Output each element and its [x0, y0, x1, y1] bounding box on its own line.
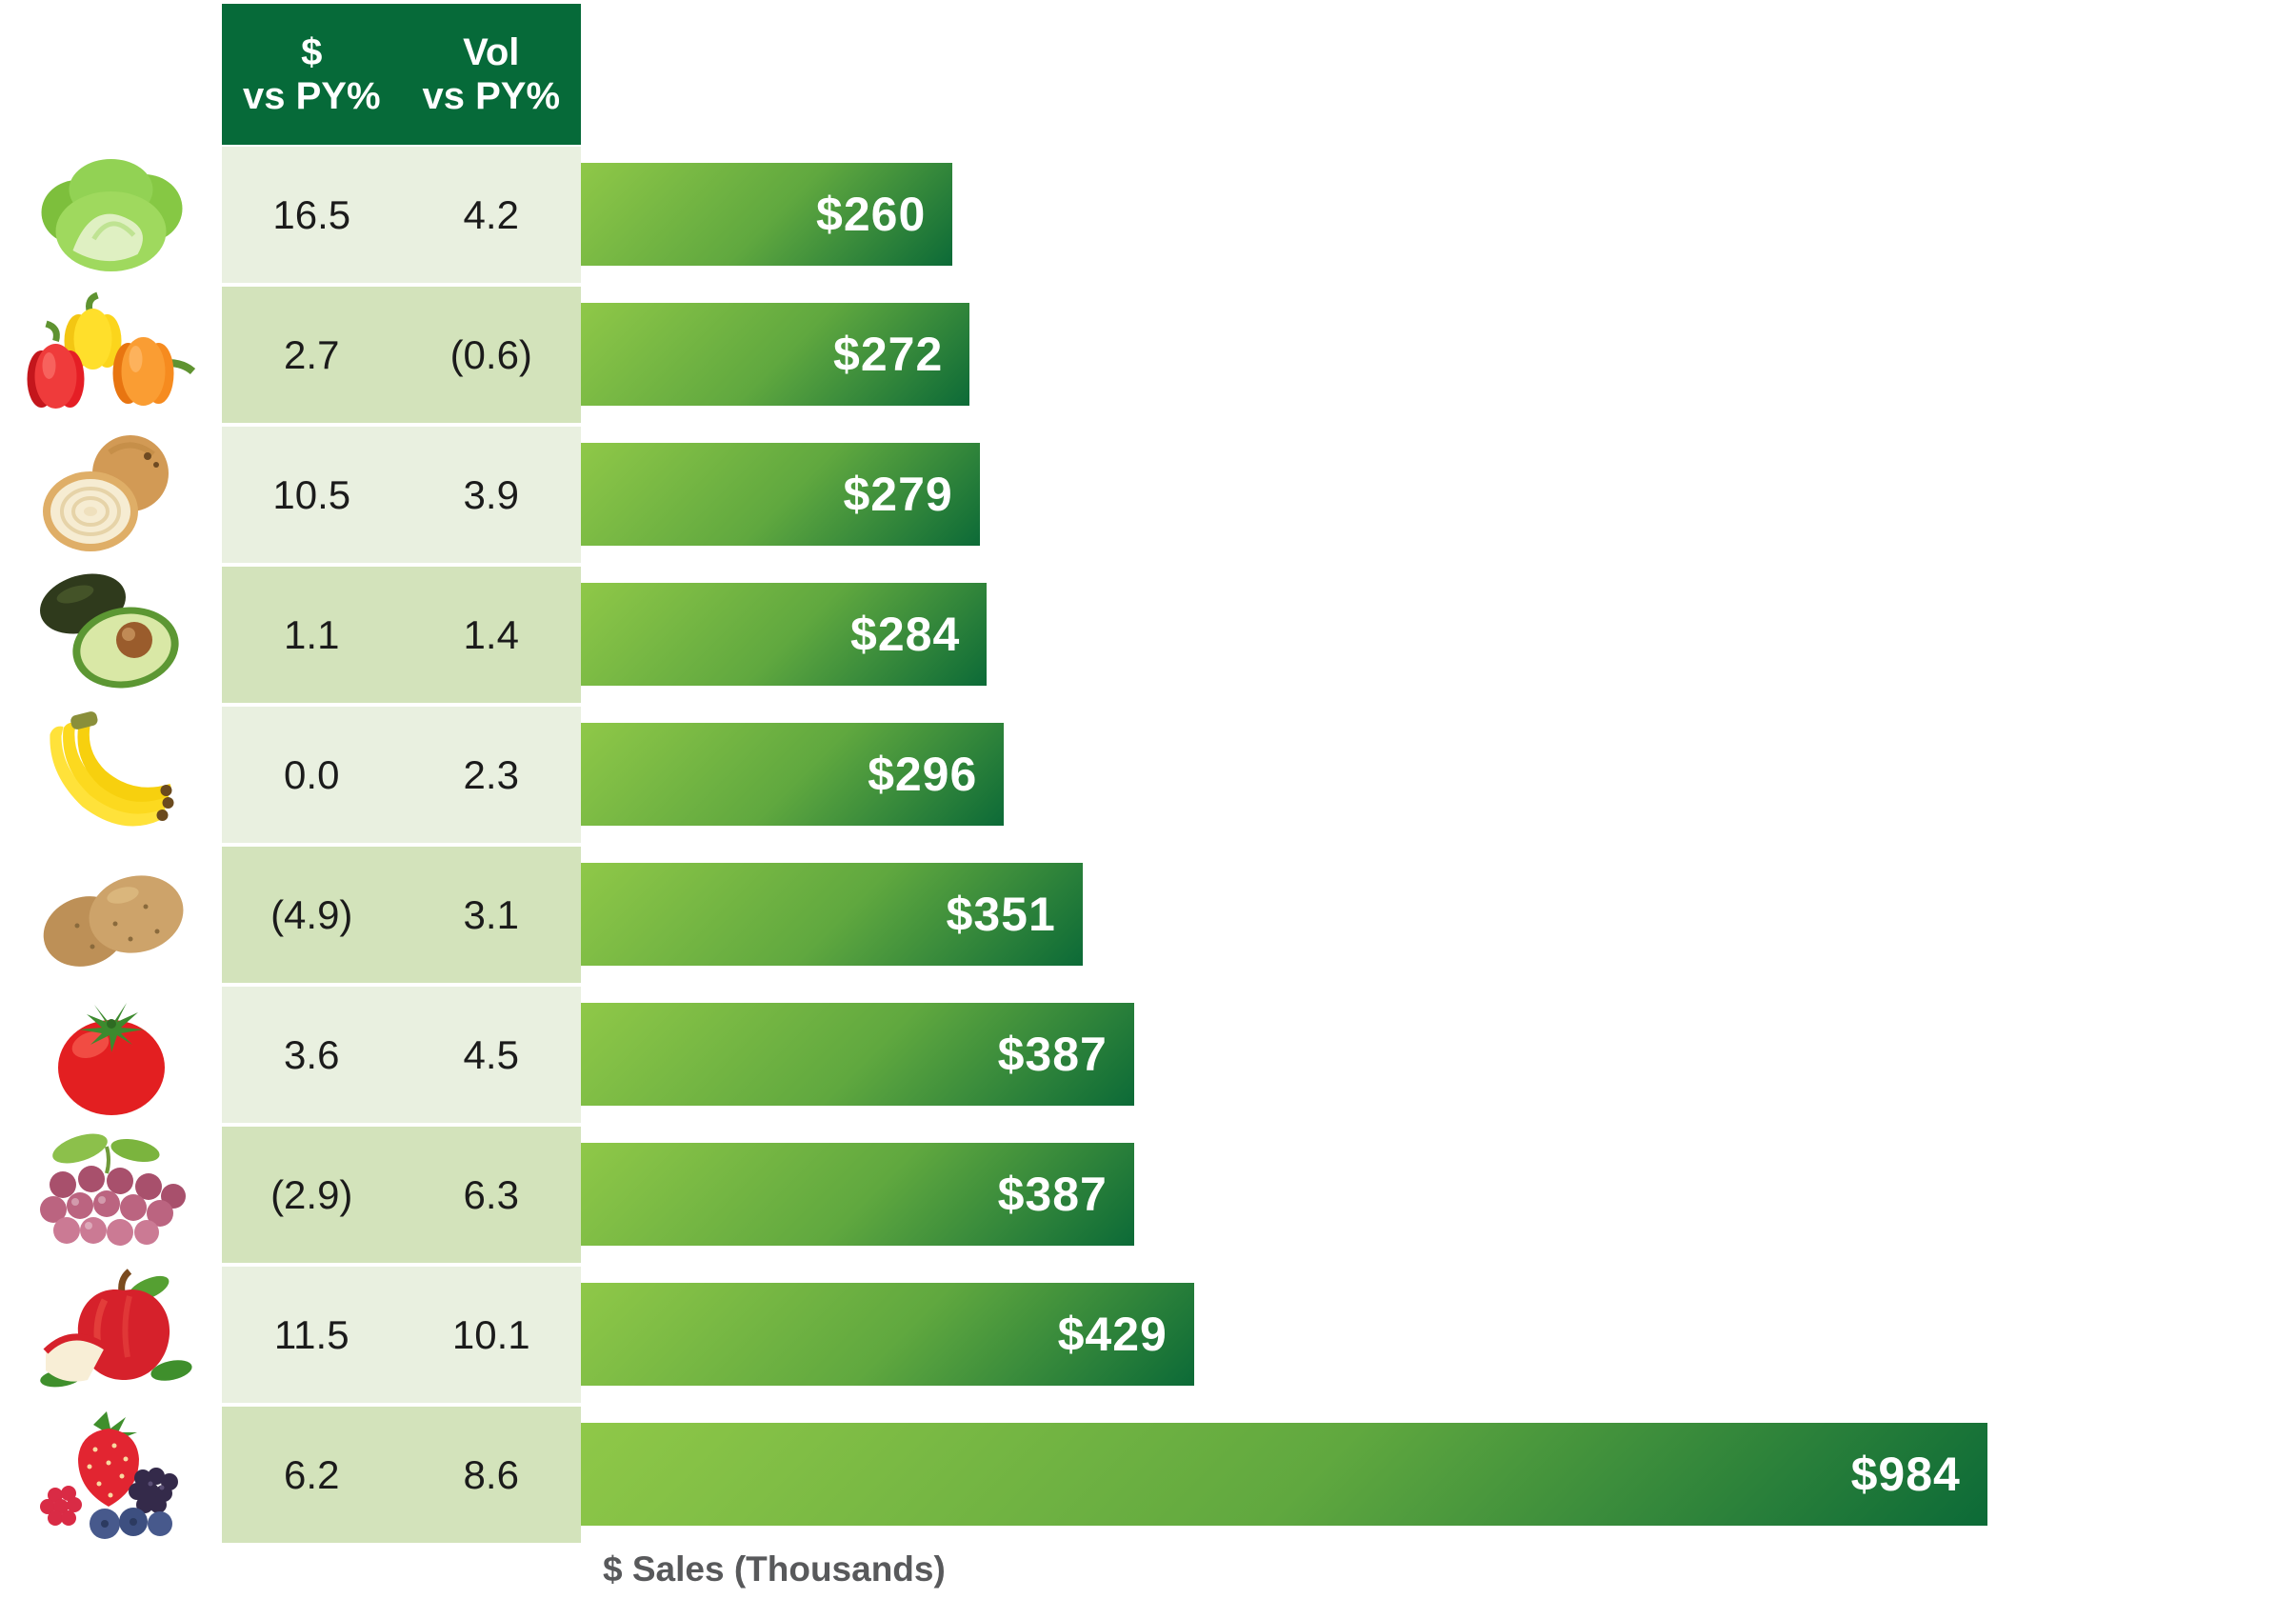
- sales-bar: $272: [581, 303, 970, 406]
- sales-bar: $296: [581, 723, 1005, 826]
- sales-bar-label: $387: [997, 1168, 1108, 1221]
- col-header-vol-vs-py: Vol vs PY%: [422, 30, 561, 117]
- table-header-row: $ vs PY% Vol vs PY%: [0, 4, 2296, 145]
- sales-bar-label: $984: [1850, 1448, 1961, 1501]
- sales-bar: $279: [581, 443, 980, 546]
- vol-vs-py-value: 3.9: [463, 471, 519, 517]
- sales-bar-label: $387: [997, 1028, 1108, 1081]
- sales-bar: $284: [581, 583, 988, 686]
- grapes-icon: [0, 1127, 222, 1263]
- header-spacer-right: [581, 4, 2296, 145]
- sales-bar: $429: [581, 1283, 1194, 1386]
- vol-vs-py-value: 8.6: [463, 1451, 519, 1497]
- x-axis-label: $ Sales (Thousands): [603, 1549, 946, 1589]
- sales-bar: $984: [581, 1423, 1987, 1526]
- vol-vs-py-value: 6.3: [463, 1171, 519, 1217]
- bar-area: $296: [581, 707, 2296, 843]
- sales-bar-label: $284: [850, 608, 961, 661]
- lettuce-icon: [0, 147, 222, 283]
- onion-icon: [0, 427, 222, 563]
- dollar-vs-py-value: (4.9): [270, 891, 353, 937]
- sales-bar-label: $272: [833, 328, 944, 381]
- sales-bar: $260: [581, 163, 953, 266]
- dollar-vs-py-value: 16.5: [272, 191, 351, 237]
- potato-icon: [0, 847, 222, 983]
- produce-row: 6.2 8.6 $984: [0, 1407, 2296, 1543]
- dollar-vs-py-value: 2.7: [284, 331, 340, 377]
- banana-icon: [0, 707, 222, 843]
- sales-bar: $351: [581, 863, 1083, 966]
- sales-bar: $387: [581, 1003, 1134, 1106]
- apple-icon: [0, 1267, 222, 1403]
- bar-area: $387: [581, 1127, 2296, 1263]
- dollar-vs-py-value: 3.6: [284, 1031, 340, 1077]
- sales-bar-label: $260: [816, 188, 927, 241]
- rows-container: 16.5 4.2 $260 2.7 (0.6) $272 10.5 3.9 $2…: [0, 147, 2296, 1543]
- vol-vs-py-value: (0.6): [449, 331, 532, 377]
- produce-row: 11.5 10.1 $429: [0, 1267, 2296, 1403]
- table-row-cells: 3.6 4.5: [222, 987, 581, 1123]
- produce-row: 2.7 (0.6) $272: [0, 287, 2296, 423]
- sales-bar-label: $296: [868, 748, 978, 801]
- dollar-vs-py-value: 6.2: [284, 1451, 340, 1497]
- table-row-cells: 10.5 3.9: [222, 427, 581, 563]
- sales-bar-label: $351: [946, 888, 1056, 941]
- table-row-cells: 11.5 10.1: [222, 1267, 581, 1403]
- table-header: $ vs PY% Vol vs PY%: [222, 4, 581, 145]
- produce-row: 1.1 1.4 $284: [0, 567, 2296, 703]
- dollar-vs-py-value: 1.1: [284, 611, 340, 657]
- bar-area: $429: [581, 1267, 2296, 1403]
- vol-vs-py-value: 4.2: [463, 191, 519, 237]
- bar-area: $272: [581, 287, 2296, 423]
- vol-vs-py-value: 10.1: [451, 1311, 530, 1357]
- vol-vs-py-value: 1.4: [463, 611, 519, 657]
- dollar-vs-py-value: (2.9): [270, 1171, 353, 1217]
- vol-vs-py-value: 3.1: [463, 891, 519, 937]
- produce-row: (4.9) 3.1 $351: [0, 847, 2296, 983]
- sales-bar-label: $429: [1057, 1308, 1168, 1361]
- table-row-cells: (2.9) 6.3: [222, 1127, 581, 1263]
- header-spacer: [0, 4, 222, 145]
- dollar-vs-py-value: 10.5: [272, 471, 351, 517]
- sales-bar-label: $279: [843, 468, 953, 521]
- bar-area: $260: [581, 147, 2296, 283]
- bar-area: $387: [581, 987, 2296, 1123]
- col-header-dollar-vs-py: $ vs PY%: [242, 30, 381, 117]
- produce-row: 16.5 4.2 $260: [0, 147, 2296, 283]
- avocado-icon: [0, 567, 222, 703]
- produce-row: (2.9) 6.3 $387: [0, 1127, 2296, 1263]
- dollar-vs-py-value: 0.0: [284, 751, 340, 797]
- bar-area: $279: [581, 427, 2296, 563]
- table-row-cells: (4.9) 3.1: [222, 847, 581, 983]
- bar-area: $984: [581, 1407, 2296, 1543]
- produce-row: 0.0 2.3 $296: [0, 707, 2296, 843]
- table-row-cells: 16.5 4.2: [222, 147, 581, 283]
- bar-area: $284: [581, 567, 2296, 703]
- berries-icon: [0, 1407, 222, 1543]
- table-row-cells: 2.7 (0.6): [222, 287, 581, 423]
- bell-peppers-icon: [0, 287, 222, 423]
- produce-row: 10.5 3.9 $279: [0, 427, 2296, 563]
- table-row-cells: 0.0 2.3: [222, 707, 581, 843]
- tomato-icon: [0, 987, 222, 1123]
- vol-vs-py-value: 4.5: [463, 1031, 519, 1077]
- table-row-cells: 6.2 8.6: [222, 1407, 581, 1543]
- produce-row: 3.6 4.5 $387: [0, 987, 2296, 1123]
- sales-bar: $387: [581, 1143, 1134, 1246]
- dollar-vs-py-value: 11.5: [273, 1311, 349, 1357]
- table-row-cells: 1.1 1.4: [222, 567, 581, 703]
- vol-vs-py-value: 2.3: [463, 751, 519, 797]
- bar-area: $351: [581, 847, 2296, 983]
